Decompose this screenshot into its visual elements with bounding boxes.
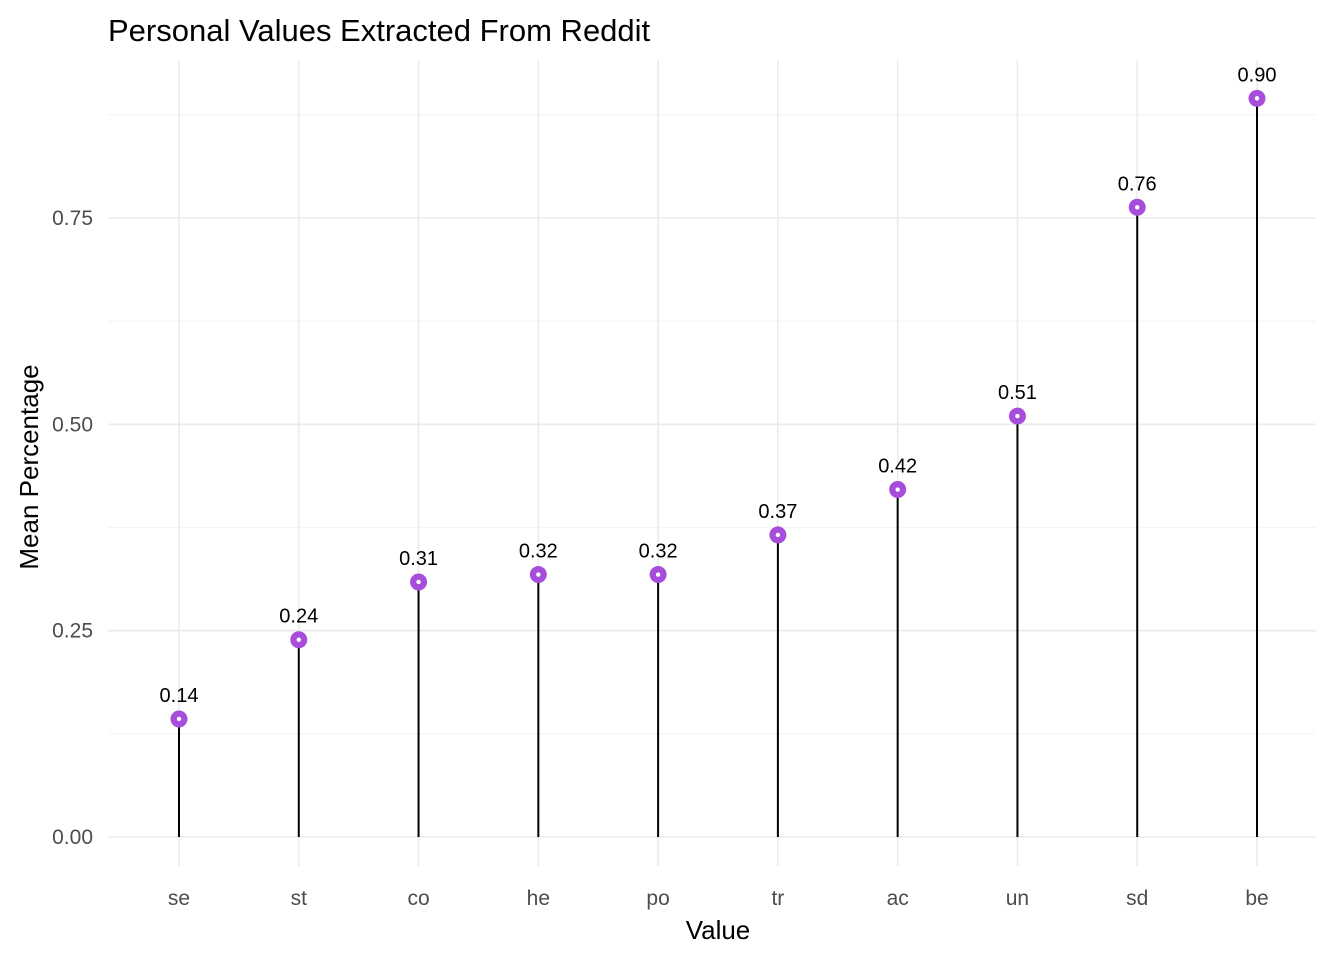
data-label: 0.14 xyxy=(160,685,199,707)
lollipop-point-center xyxy=(536,572,541,577)
y-tick-label: 0.75 xyxy=(52,207,93,230)
data-label: 0.37 xyxy=(758,501,797,523)
lollipop-point-center xyxy=(416,579,421,585)
y-tick-label: 0.50 xyxy=(52,413,93,436)
x-tick-label: un xyxy=(1006,887,1029,910)
lollipop-point-center xyxy=(1135,205,1140,210)
data-label: 0.32 xyxy=(519,541,558,563)
data-label: 0.42 xyxy=(878,456,917,478)
x-tick-label: be xyxy=(1245,887,1268,910)
x-tick-label: st xyxy=(291,887,308,910)
data-label: 0.32 xyxy=(639,541,678,563)
chart-title: Personal Values Extracted From Reddit xyxy=(108,13,651,48)
lollipop-point-center xyxy=(1254,96,1260,101)
y-tick-label: 0.25 xyxy=(52,620,93,643)
x-axis-title: Value xyxy=(686,915,751,945)
data-label: 0.31 xyxy=(399,548,438,570)
x-tick-label: sd xyxy=(1126,887,1148,910)
y-axis-title: Mean Percentage xyxy=(14,364,44,569)
x-tick-label: ac xyxy=(887,887,909,910)
data-label: 0.24 xyxy=(279,606,318,628)
x-tick-label: po xyxy=(646,887,669,910)
lollipop-point-center xyxy=(1015,413,1020,419)
data-label: 0.51 xyxy=(998,382,1037,404)
x-tick-label: se xyxy=(168,887,190,910)
lollipop-point-center xyxy=(655,572,661,577)
x-tick-label: he xyxy=(527,887,550,910)
lollipop-point-center xyxy=(296,637,301,642)
lollipop-point-center xyxy=(775,532,781,538)
y-tick-label: 0.00 xyxy=(52,826,93,849)
x-axis-ticks: se st co he po tr ac un sd be xyxy=(168,887,1269,910)
data-marks: 0.14 0.24 0.31 0.32 0.32 0.37 0.42 0.51 0.76 0.90 xyxy=(160,64,1277,837)
x-tick-label: tr xyxy=(771,887,784,910)
y-axis-ticks: 0.00 0.25 0.50 0.75 xyxy=(52,207,93,849)
data-label: 0.76 xyxy=(1118,173,1157,195)
lollipop-point-center xyxy=(176,716,182,722)
x-tick-label: co xyxy=(407,887,429,910)
data-label: 0.90 xyxy=(1238,64,1277,86)
lollipop-point-center xyxy=(895,487,900,492)
